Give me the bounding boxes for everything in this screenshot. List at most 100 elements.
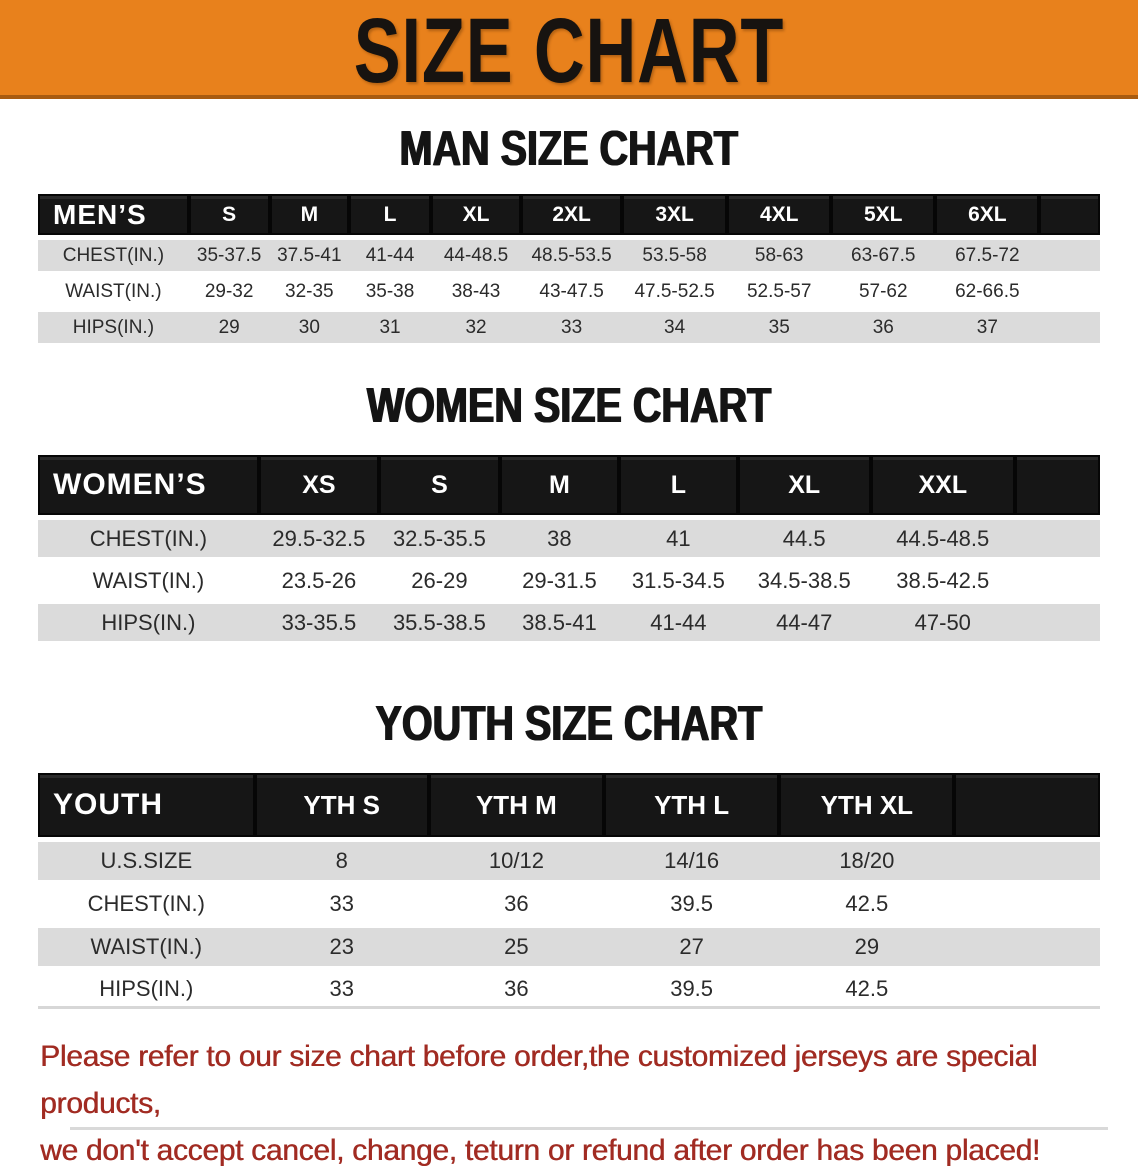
size-cell: 58-63 xyxy=(727,240,832,271)
size-cell: 41-44 xyxy=(349,240,431,271)
size-cell: 44-48.5 xyxy=(430,240,522,271)
size-cell: 53.5-58 xyxy=(622,240,728,271)
row-label: WAIST(IN.) xyxy=(92,567,205,593)
size-cell: 32.5-35.5 xyxy=(378,520,500,557)
table-row: HIPS(IN.) 33 36 39.5 42.5 xyxy=(38,971,1100,1009)
size-cell: 32 xyxy=(430,312,522,343)
size-cell: 63-67.5 xyxy=(831,240,936,271)
size-cell: 62-66.5 xyxy=(955,280,1020,302)
size-header: XXL xyxy=(870,455,1015,515)
size-cell: 35.5-38.5 xyxy=(378,604,500,641)
size-cell: 38.5-42.5 xyxy=(896,567,990,593)
size-cell: 47-50 xyxy=(870,604,1015,641)
size-cell: 57-62 xyxy=(858,280,908,302)
size-cell: 31.5-34.5 xyxy=(631,567,725,593)
size-cell: 41 xyxy=(618,520,738,557)
women-size-table: WOMEN’S XS S M L XL XXL CHEST(IN.) 29.5-… xyxy=(38,450,1100,646)
size-header: YTH S xyxy=(254,773,429,837)
size-cell: 10/12 xyxy=(428,842,605,880)
row-label: CHEST(IN.) xyxy=(38,520,259,557)
banner-title: SIZE CHART xyxy=(353,0,785,99)
table-row: WAIST(IN.) 23.5-26 26-29 29-31.5 31.5-34… xyxy=(38,562,1100,599)
youth-section-title: YOUTH SIZE CHART xyxy=(375,695,763,751)
size-header: YTH L xyxy=(604,773,780,837)
size-cell: 44.5 xyxy=(737,520,871,557)
size-cell: 36 xyxy=(428,971,605,1009)
filler-cell xyxy=(954,971,1100,1009)
filler-cell xyxy=(1015,455,1100,515)
women-section-title: WOMEN SIZE CHART xyxy=(366,377,772,433)
women-table-container: WOMEN’S XS S M L XL XXL CHEST(IN.) 29.5-… xyxy=(0,450,1138,646)
filler-cell xyxy=(1039,276,1100,307)
disclaimer-line-2: we don't accept cancel, change, teturn o… xyxy=(40,1133,1040,1167)
women-section-heading-wrap: WOMEN SIZE CHART xyxy=(0,377,1138,433)
size-cell: 43-47.5 xyxy=(539,280,604,302)
size-cell: 67.5-72 xyxy=(935,240,1040,271)
size-cell: 34 xyxy=(622,312,728,343)
size-cell: 29-31.5 xyxy=(522,567,597,593)
men-section-heading-wrap: MAN SIZE CHART xyxy=(0,99,1138,175)
table-row: HIPS(IN.) 33-35.5 35.5-38.5 38.5-41 41-4… xyxy=(38,604,1100,641)
youth-size-table: YOUTH YTH S YTH M YTH L YTH XL U.S.SIZE … xyxy=(38,768,1100,1014)
size-cell: 23.5-26 xyxy=(281,567,357,593)
size-cell: 44.5-48.5 xyxy=(870,520,1015,557)
size-cell: 29.5-32.5 xyxy=(258,520,379,557)
row-label: WAIST(IN.) xyxy=(38,928,255,966)
size-header: XL xyxy=(737,455,871,515)
size-cell: 33 xyxy=(329,891,354,916)
women-header-row: WOMEN’S XS S M L XL XXL xyxy=(38,455,1100,515)
youth-header-row: YOUTH YTH S YTH M YTH L YTH XL xyxy=(38,773,1100,837)
size-cell: 33 xyxy=(254,971,429,1009)
size-cell: 48.5-53.5 xyxy=(521,240,623,271)
size-cell: 33 xyxy=(521,312,623,343)
size-cell: 37 xyxy=(935,312,1040,343)
size-header: L xyxy=(349,194,431,235)
size-header: L xyxy=(618,455,738,515)
filler-cell xyxy=(954,928,1100,966)
size-header: 2XL xyxy=(521,194,623,235)
row-label: CHEST(IN.) xyxy=(38,240,189,271)
table-row: CHEST(IN.) 33 36 39.5 42.5 xyxy=(38,885,1100,923)
size-cell: 34.5-38.5 xyxy=(757,567,851,593)
size-cell: 26-29 xyxy=(411,567,468,593)
size-cell: 38.5-41 xyxy=(499,604,619,641)
size-cell: 29 xyxy=(188,312,270,343)
youth-table-label: YOUTH xyxy=(38,773,255,837)
size-cell: 32-35 xyxy=(285,280,334,302)
filler-cell xyxy=(954,842,1100,880)
men-table-label: MEN’S xyxy=(38,194,189,235)
size-cell: 35-38 xyxy=(365,280,415,302)
size-cell: 35-37.5 xyxy=(188,240,270,271)
row-label: HIPS(IN.) xyxy=(38,312,189,343)
men-table-container: MEN’S S M L XL 2XL 3XL 4XL 5XL 6XL CHEST… xyxy=(0,189,1138,348)
size-cell: 38-43 xyxy=(451,280,501,302)
youth-table-container: YOUTH YTH S YTH M YTH L YTH XL U.S.SIZE … xyxy=(0,768,1138,1014)
filler-cell xyxy=(1039,194,1100,235)
row-label: U.S.SIZE xyxy=(38,842,255,880)
row-label: CHEST(IN.) xyxy=(87,891,205,916)
size-header: 5XL xyxy=(831,194,936,235)
size-header: 4XL xyxy=(727,194,832,235)
filler-cell xyxy=(1015,562,1100,599)
table-row: CHEST(IN.) 29.5-32.5 32.5-35.5 38 41 44.… xyxy=(38,520,1100,557)
filler-cell xyxy=(1039,240,1100,271)
youth-section-heading-wrap: YOUTH SIZE CHART xyxy=(0,695,1138,751)
size-cell: 42.5 xyxy=(779,971,955,1009)
table-row: CHEST(IN.) 35-37.5 37.5-41 41-44 44-48.5… xyxy=(38,240,1100,271)
size-cell: 42.5 xyxy=(845,891,889,916)
row-label: HIPS(IN.) xyxy=(38,971,255,1009)
size-cell: 36 xyxy=(831,312,936,343)
filler-cell xyxy=(954,773,1100,837)
size-cell: 18/20 xyxy=(779,842,955,880)
men-size-table: MEN’S S M L XL 2XL 3XL 4XL 5XL 6XL CHEST… xyxy=(38,189,1100,348)
size-cell: 39.5 xyxy=(604,971,780,1009)
filler-cell xyxy=(1015,520,1100,557)
table-row: WAIST(IN.) 23 25 27 29 xyxy=(38,928,1100,966)
row-label: WAIST(IN.) xyxy=(65,280,162,302)
disclaimer-line-1: Please refer to our size chart before or… xyxy=(40,1040,1038,1120)
size-cell: 14/16 xyxy=(604,842,780,880)
size-cell: 30 xyxy=(269,312,350,343)
size-cell: 41-44 xyxy=(618,604,738,641)
size-header: 3XL xyxy=(622,194,728,235)
table-row: WAIST(IN.) 29-32 32-35 35-38 38-43 43-47… xyxy=(38,276,1100,307)
